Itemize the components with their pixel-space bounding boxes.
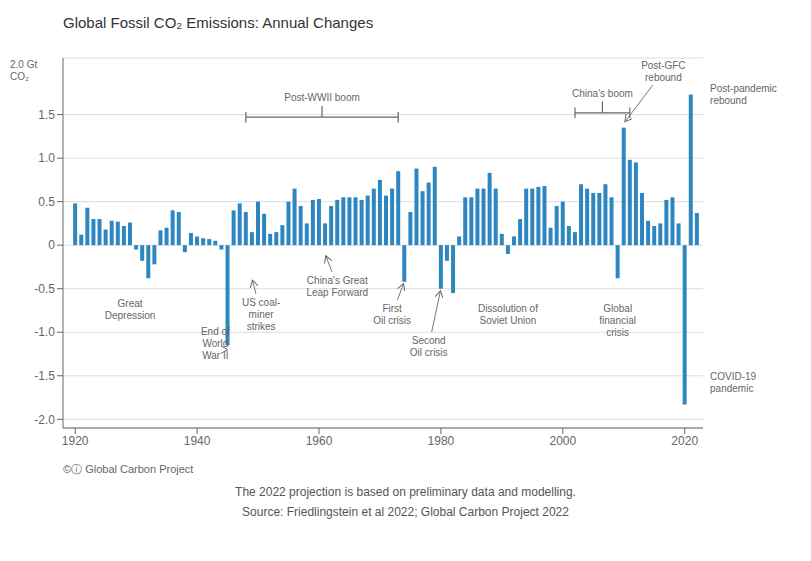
svg-text:Post-GFCrebound: Post-GFCrebound [641,60,685,83]
html-text:Source: Friedlingstein et al 2: Source: Friedlingstein et al 2022; Globa… [242,505,569,519]
svg-text:1.5: 1.5 [38,108,55,122]
html-text:©ⓘ Global Carbon Project: ©ⓘ Global Carbon Project [63,463,194,475]
svg-text:0: 0 [48,238,55,252]
svg-text:Dissolution ofSoviet Union: Dissolution ofSoviet Union [478,303,538,326]
svg-text:Post-WWII boom: Post-WWII boom [284,92,360,103]
html-text:The 2022 projection is based o: The 2022 projection is based on prelimin… [235,485,576,499]
svg-text:-1.0: -1.0 [34,325,55,339]
svg-text:-2.0: -2.0 [34,413,55,427]
svg-text:-0.5: -0.5 [34,282,55,296]
svg-text:SecondOil crisis: SecondOil crisis [410,335,448,358]
svg-text:1980: 1980 [428,434,455,448]
svg-text:-1.5: -1.5 [34,369,55,383]
svg-text:1960: 1960 [306,434,333,448]
html-text:Global Fossil CO₂ Emissions: A: Global Fossil CO₂ Emissions: Annual Chan… [63,14,374,31]
svg-text:China's boom: China's boom [572,88,633,99]
svg-text:GreatDepression: GreatDepression [105,298,156,321]
svg-text:1.0: 1.0 [38,151,55,165]
svg-text:2.0 GtCO₂: 2.0 GtCO₂ [10,59,37,82]
svg-text:Globalfinancialcrisis: Globalfinancialcrisis [599,303,636,338]
svg-text:1940: 1940 [184,434,211,448]
svg-text:1920: 1920 [62,434,89,448]
svg-text:End ofWorldWar II: End ofWorldWar II [201,326,230,361]
svg-text:2020: 2020 [671,434,698,448]
svg-text:0.5: 0.5 [38,195,55,209]
svg-text:US coal-minerstrikes: US coal-minerstrikes [242,297,280,332]
svg-text:2000: 2000 [549,434,576,448]
svg-text:COVID-19pandemic: COVID-19pandemic [710,371,757,394]
svg-text:FirstOil crisis: FirstOil crisis [373,303,411,326]
svg-text:China's GreatLeap Forward: China's GreatLeap Forward [306,275,368,298]
svg-text:Post-pandemicrebound: Post-pandemicrebound [710,83,777,106]
